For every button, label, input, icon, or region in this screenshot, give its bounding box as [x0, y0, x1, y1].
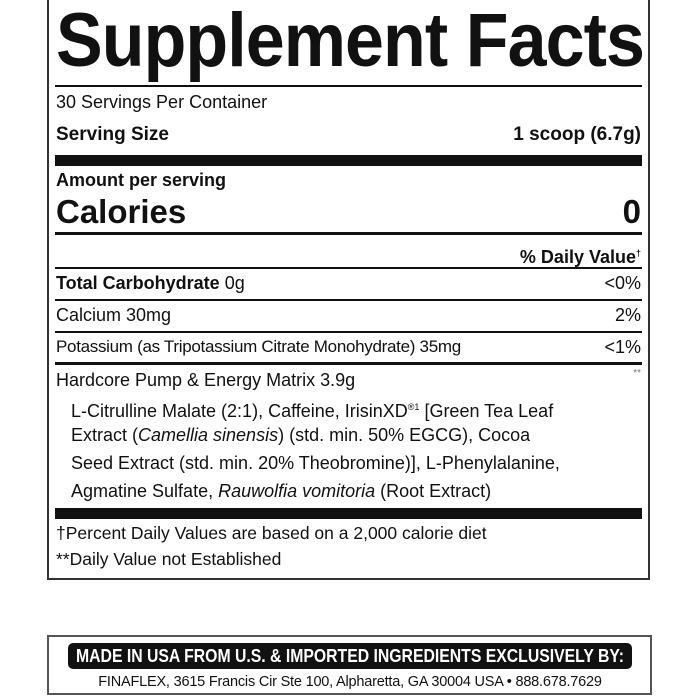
serving-size-label: Serving Size [56, 124, 169, 145]
nutrient-name: Total Carbohydrate [56, 273, 220, 293]
ingredient-text: ) (std. min. 50% EGCG), Cocoa [278, 425, 531, 445]
matrix-ingredients-line: Agmatine Sulfate, Rauwolfia vomitoria (R… [71, 480, 491, 502]
divider [55, 232, 642, 235]
divider [55, 362, 642, 365]
divider [55, 85, 642, 87]
trademark-mark: ®1 [407, 402, 420, 412]
panel-title: Supplement Facts [56, 0, 645, 83]
manufacturer-box [47, 635, 652, 695]
amount-per-serving: Amount per serving [56, 170, 227, 190]
divider [55, 299, 642, 301]
ingredient-text: (Root Extract) [375, 481, 492, 501]
footnote-daily-values: †Percent Daily Values are based on a 2,0… [56, 523, 487, 543]
ingredient-text: L-Citrulline Malate (2:1), Caffeine, Iri… [71, 401, 408, 421]
servings-per-container: 30 Servings Per Container [56, 92, 268, 112]
ingredient-text: Agmatine Sulfate, [71, 481, 219, 501]
nutrient-name: Calcium [56, 305, 122, 325]
thick-divider [55, 508, 642, 519]
ingredient-text: Extract ( [71, 425, 139, 445]
ingredient-text: [Green Tea Leaf [419, 401, 554, 421]
nutrient-name: Potassium (as Tripotassium Citrate Monoh… [56, 337, 416, 356]
supplement-facts-panel [47, 0, 650, 580]
made-in-usa-text: MADE IN USA FROM U.S. & IMPORTED INGREDI… [76, 646, 624, 666]
row-total-carbohydrate: Total Carbohydrate 0g [56, 272, 245, 294]
matrix-ingredients-line: Extract (Camellia sinensis) (std. min. 5… [71, 424, 530, 446]
ingredient-latin-name: Rauwolfia vomitoria [218, 481, 376, 501]
nutrient-dv: <1% [604, 337, 641, 357]
nutrient-dv: 2% [614, 305, 641, 325]
matrix-ingredients-line: L-Citrulline Malate (2:1), Caffeine, Iri… [71, 396, 553, 422]
dagger-mark: † [635, 248, 641, 258]
made-in-usa-banner: MADE IN USA FROM U.S. & IMPORTED INGREDI… [68, 643, 632, 669]
matrix-dv: ** [633, 368, 641, 379]
daily-value-label: % Daily Value [519, 247, 636, 267]
calories-value: 0 [622, 193, 641, 230]
daily-value-header: % Daily Value† [520, 242, 641, 268]
serving-size-value: 1 scoop (6.7g) [513, 124, 641, 145]
row-potassium: Potassium (as Tripotassium Citrate Monoh… [56, 336, 461, 358]
ingredient-latin-name: Camellia sinensis [138, 425, 279, 445]
divider [55, 331, 642, 333]
divider [55, 267, 642, 269]
footnote-not-established: **Daily Value not Established [56, 549, 282, 569]
panel-title-wrap: Supplement Facts [56, 0, 695, 86]
row-calcium: Calcium 30mg [56, 304, 171, 326]
manufacturer-address: FINAFLEX, 3615 Francis Cir Ste 100, Alph… [98, 674, 602, 690]
nutrient-amount: 30mg [126, 305, 172, 325]
nutrient-amount: 0g [224, 273, 245, 293]
matrix-name: Hardcore Pump & Energy Matrix 3.9g [56, 370, 356, 390]
matrix-ingredients-line: Seed Extract (std. min. 20% Theobromine)… [71, 453, 560, 473]
nutrient-dv: <0% [604, 273, 641, 293]
calories-label: Calories [56, 193, 187, 230]
thick-divider [55, 155, 642, 166]
nutrient-amount: 35mg [419, 337, 462, 356]
